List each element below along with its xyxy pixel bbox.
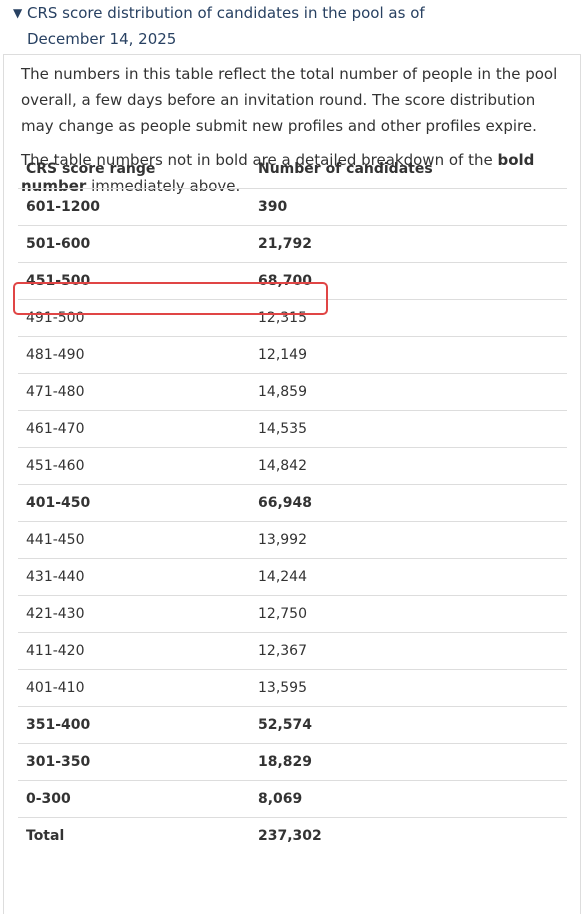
table-row: 501-600 21,792 [18,225,567,263]
header-crs-score-range: CRS score range [18,150,250,189]
score-range-cell: 301-350 [18,743,250,781]
candidate-count-cell: 12,315 [250,299,567,337]
table-row: 481-490 12,149 [18,336,567,374]
candidate-count-cell: 14,859 [250,373,567,411]
candidate-count-cell: 14,535 [250,410,567,448]
score-range-cell: 491-500 [18,299,250,337]
summary-title-line-2: December 14, 2025 [27,30,177,48]
score-range-cell: Total [26,828,65,844]
triangle-down-icon: ▼ [13,6,23,20]
score-range-cell: 421-430 [18,595,250,633]
score-range-cell: 411-420 [18,632,250,670]
candidate-count-cell: 390 [250,188,567,226]
score-range-cell: 471-480 [18,373,250,411]
score-range-cell: 601-1200 [18,188,250,226]
candidate-count-cell: 12,149 [250,336,567,374]
candidate-count-cell: 14,842 [250,447,567,485]
candidate-count-cell: 14,244 [250,558,567,596]
table-row: 451-500 68,700 [18,262,567,300]
table-row: Total 237,302 [18,818,567,855]
candidate-count-cell: 13,595 [250,669,567,707]
candidate-count-cell: 21,792 [250,225,567,263]
candidate-count-cell: 12,367 [250,632,567,670]
table-row: 301-350 18,829 [18,743,567,781]
table-row: 0-300 8,069 [18,780,567,818]
table-row: 431-440 14,244 [18,558,567,596]
table-row: 451-460 14,842 [18,447,567,485]
candidate-count-cell: 237,302 [258,828,322,844]
candidate-count-cell: 13,992 [250,521,567,559]
intro-line-1: The numbers in this table reflect the to… [21,65,558,83]
score-range-cell: 431-440 [18,558,250,596]
header-number-of-candidates: Number of candidates [250,150,567,189]
table-header-row: CRS score range Number of candidates [18,150,567,189]
table-row: 421-430 12,750 [18,595,567,633]
candidate-count-cell: 8,069 [250,780,567,818]
table-row: 441-450 13,992 [18,521,567,559]
candidate-count-cell: 18,829 [250,743,567,781]
crs-distribution-table: CRS score range Number of candidates 601… [18,150,567,854]
score-range-cell: 451-460 [18,447,250,485]
table-body: 601-1200 390 501-600 21,792 451-500 68,700 491… [18,188,567,855]
intro-paragraph: The numbers in this table reflect the to… [21,61,573,139]
details-summary-title: CRS score distribution of candidates in … [27,0,567,52]
score-range-cell: 351-400 [18,706,250,744]
score-range-cell: 501-600 [18,225,250,263]
score-range-cell: 401-410 [18,669,250,707]
candidate-count-cell: 12,750 [250,595,567,633]
candidate-count-cell: 68,700 [250,262,567,300]
table-row: 401-450 66,948 [18,484,567,522]
score-range-cell: 441-450 [18,521,250,559]
score-range-cell: 481-490 [18,336,250,374]
table-row: 461-470 14,535 [18,410,567,448]
score-range-cell: 461-470 [18,410,250,448]
table-row: 411-420 12,367 [18,632,567,670]
intro-line-3: may change as people submit new profiles… [21,117,537,135]
candidate-count-cell: 52,574 [250,706,567,744]
details-summary-toggle[interactable]: ▼ CRS score distribution of candidates i… [0,0,583,54]
score-range-cell: 0-300 [18,780,250,818]
table-row: 351-400 52,574 [18,706,567,744]
score-range-cell: 401-450 [18,484,250,522]
table-row: 471-480 14,859 [18,373,567,411]
table-row: 401-410 13,595 [18,669,567,707]
summary-title-line-1: CRS score distribution of candidates in … [27,4,425,22]
table-row: 491-500 12,315 [18,299,567,337]
score-range-cell: 451-500 [18,262,250,300]
table-row: 601-1200 390 [18,188,567,226]
candidate-count-cell: 66,948 [250,484,567,522]
intro-line-2: overall, a few days before an invitation… [21,91,536,109]
